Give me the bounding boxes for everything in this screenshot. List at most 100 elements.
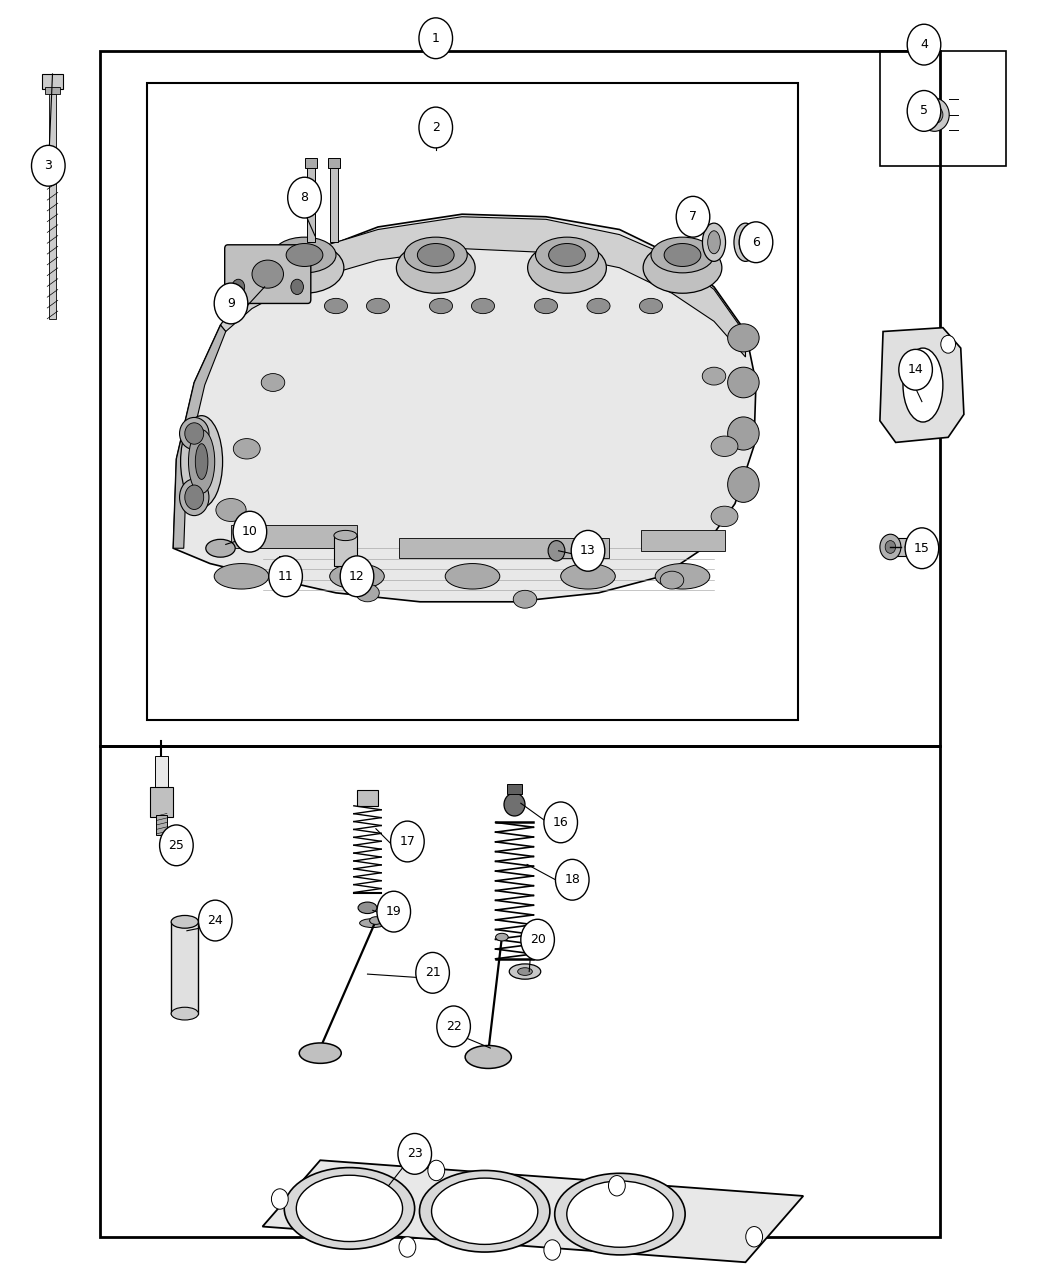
- Ellipse shape: [643, 242, 722, 293]
- Ellipse shape: [330, 564, 384, 589]
- Ellipse shape: [285, 1168, 415, 1250]
- Polygon shape: [173, 325, 226, 548]
- Circle shape: [907, 24, 941, 65]
- Ellipse shape: [465, 1046, 511, 1068]
- Bar: [399, 538, 609, 558]
- Ellipse shape: [926, 106, 943, 124]
- Circle shape: [160, 825, 193, 866]
- Bar: [155, 756, 168, 789]
- Ellipse shape: [504, 793, 525, 816]
- Circle shape: [291, 279, 303, 295]
- Circle shape: [548, 541, 565, 561]
- Circle shape: [746, 1227, 762, 1247]
- Ellipse shape: [185, 423, 204, 444]
- Bar: [640, 530, 724, 551]
- Bar: [100, 51, 940, 746]
- Text: 17: 17: [399, 835, 416, 848]
- Bar: [42, 74, 63, 89]
- Text: 11: 11: [277, 570, 294, 583]
- Ellipse shape: [366, 298, 390, 314]
- Bar: [507, 784, 522, 794]
- Text: 24: 24: [208, 914, 223, 927]
- Circle shape: [233, 511, 267, 552]
- Ellipse shape: [397, 242, 475, 293]
- Ellipse shape: [171, 915, 198, 928]
- Circle shape: [32, 145, 65, 186]
- Bar: [150, 787, 173, 817]
- Circle shape: [271, 1188, 288, 1209]
- Ellipse shape: [702, 367, 726, 385]
- Ellipse shape: [536, 237, 598, 273]
- Circle shape: [232, 279, 245, 295]
- Circle shape: [288, 177, 321, 218]
- Ellipse shape: [334, 530, 357, 541]
- Ellipse shape: [404, 237, 467, 273]
- Ellipse shape: [639, 298, 663, 314]
- Ellipse shape: [216, 499, 246, 521]
- Ellipse shape: [181, 416, 223, 507]
- Circle shape: [739, 222, 773, 263]
- Ellipse shape: [513, 590, 537, 608]
- Polygon shape: [220, 217, 746, 357]
- Text: 2: 2: [432, 121, 440, 134]
- Text: 7: 7: [689, 210, 697, 223]
- Circle shape: [885, 541, 896, 553]
- Text: 4: 4: [920, 38, 928, 51]
- Ellipse shape: [418, 244, 454, 266]
- Text: 23: 23: [407, 1148, 422, 1160]
- Ellipse shape: [527, 242, 607, 293]
- Ellipse shape: [518, 968, 532, 975]
- Circle shape: [391, 821, 424, 862]
- Ellipse shape: [195, 444, 208, 479]
- Ellipse shape: [299, 1043, 341, 1063]
- Bar: [682, 207, 704, 224]
- Ellipse shape: [548, 244, 586, 266]
- Ellipse shape: [739, 231, 752, 254]
- Circle shape: [269, 556, 302, 597]
- Ellipse shape: [286, 244, 323, 266]
- Circle shape: [905, 528, 939, 569]
- Circle shape: [419, 107, 453, 148]
- Ellipse shape: [206, 539, 235, 557]
- Ellipse shape: [920, 98, 949, 131]
- Polygon shape: [262, 1160, 803, 1262]
- Bar: [357, 790, 378, 806]
- Ellipse shape: [655, 564, 710, 589]
- Text: 14: 14: [907, 363, 924, 376]
- Ellipse shape: [728, 417, 759, 450]
- Circle shape: [340, 556, 374, 597]
- Circle shape: [398, 1133, 432, 1174]
- Ellipse shape: [702, 223, 726, 261]
- Text: 19: 19: [386, 905, 401, 918]
- Circle shape: [377, 891, 411, 932]
- Bar: [231, 525, 357, 548]
- Bar: [880, 51, 1006, 166]
- Bar: [307, 163, 315, 242]
- Circle shape: [416, 952, 449, 993]
- Ellipse shape: [359, 918, 386, 928]
- Circle shape: [428, 1160, 445, 1181]
- Circle shape: [609, 1176, 626, 1196]
- Ellipse shape: [561, 564, 615, 589]
- Text: 21: 21: [424, 966, 441, 979]
- Text: 1: 1: [432, 32, 440, 45]
- Bar: [895, 538, 926, 556]
- Bar: [328, 158, 340, 168]
- Ellipse shape: [261, 374, 285, 391]
- Ellipse shape: [296, 1176, 402, 1242]
- Ellipse shape: [534, 298, 558, 314]
- Ellipse shape: [728, 467, 759, 502]
- Ellipse shape: [185, 484, 204, 510]
- Bar: [171, 922, 198, 1014]
- Circle shape: [880, 534, 901, 560]
- Bar: [49, 94, 56, 319]
- Ellipse shape: [711, 506, 738, 527]
- Text: 9: 9: [227, 297, 235, 310]
- Ellipse shape: [171, 1007, 198, 1020]
- Bar: [100, 746, 940, 1237]
- Ellipse shape: [567, 1181, 673, 1247]
- Bar: [330, 163, 338, 242]
- Circle shape: [544, 1239, 561, 1260]
- Ellipse shape: [189, 430, 214, 493]
- Ellipse shape: [252, 260, 284, 288]
